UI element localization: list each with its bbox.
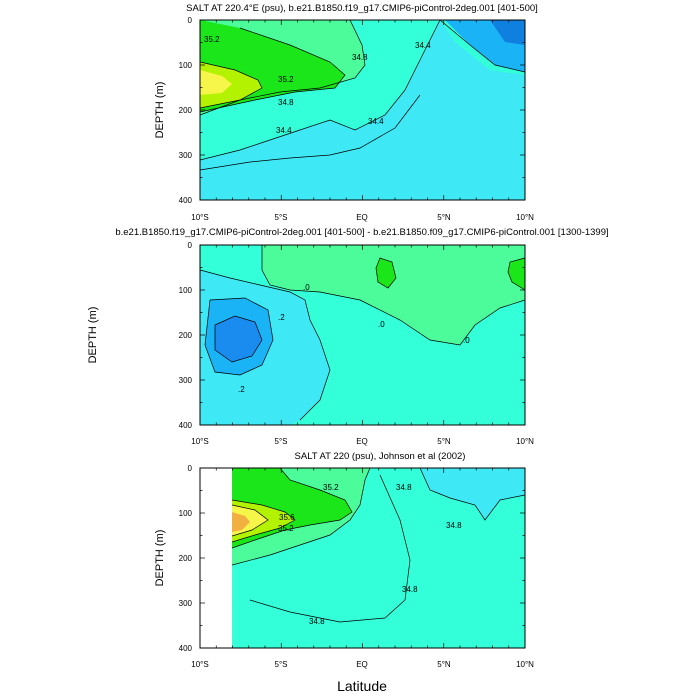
y-tick-label: 0 [188,464,193,473]
y-tick-label: 400 [179,644,193,653]
x-tick-label: 10°S [191,660,208,669]
x-axis-label: Latitude [337,678,387,694]
y-tick-label: 400 [179,196,193,205]
contour-label: 34.8 [402,585,418,594]
panel-2: b.e21.B1850.f19_g17.CMIP6-piControl-2deg… [87,227,609,446]
panel-3-contour-labels: 35.2 34.8 35.6 35.2 34.8 34.8 34.8 [278,483,462,626]
x-tick-label: 10°N [516,660,534,669]
x-tick-label: 10°S [191,437,208,446]
panel-3-title: SALT AT 220 (psu), Johnson et al (2002) [295,451,466,462]
contour-label: 35.2 [278,75,294,84]
contour-label: .0 [303,283,310,292]
contour-region-36-0 [200,70,232,95]
x-tick-label: 5°S [275,213,288,222]
y-tick-label: 300 [179,151,193,160]
contour-label: .2 [278,313,285,322]
contour-label: 34.8 [352,53,368,62]
panel-1-title: SALT AT 220.4°E (psu), b.e21.B1850.f19_g… [186,3,538,14]
x-tick-label: 10°N [516,213,534,222]
x-tick-label: EQ [356,213,368,222]
y-tick-label: 200 [179,106,193,115]
x-tick-label: EQ [356,660,368,669]
x-tick-label: 5°N [437,437,451,446]
y-tick-label: 400 [179,421,193,430]
panel-2-y-ticks: 0 100 200 300 400 [179,241,193,430]
contour-lines [200,20,525,171]
contour-label: 34.4 [368,117,384,126]
y-tick-label: 100 [179,61,193,70]
x-tick-label: 5°S [275,437,288,446]
contour-lines [200,245,525,421]
contour-label: 35.2 [204,35,220,44]
panel-3-x-ticks: 10°S 5°S EQ 5°N 10°N [191,660,534,669]
panel-2-ylabel: DEPTH (m) [87,307,99,364]
y-tick-label: 300 [179,376,193,385]
contour-label: 35.2 [278,524,294,533]
panel-3-ylabel: DEPTH (m) [154,530,166,587]
panel-1-contour-field [200,20,525,200]
contour-region-35-6 [200,62,262,108]
contour-label: 35.6 [279,513,295,522]
x-tick-label: 10°S [191,213,208,222]
y-tick-label: 300 [179,599,193,608]
panel-2-x-ticks: 10°S 5°S EQ 5°N 10°N [191,437,534,446]
y-tick-label: 0 [188,16,193,25]
contour-region-34-4 [420,468,525,520]
panel-2-contour-labels: .0 .2 .0 .0 .2 [238,283,470,394]
panel-3-contour-field [232,468,525,648]
axis-tick-marks [199,19,526,649]
panel-1-y-ticks: 0 100 200 300 400 [179,16,193,205]
panel-1-contour-labels: 35.2 34.8 34.4 35.2 34.8 34.4 34.4 [204,35,431,135]
panel-2-title: b.e21.B1850.f19_g17.CMIP6-piControl-2deg… [115,227,608,238]
panel-1-x-ticks: 10°S 5°S EQ 5°N 10°N [191,213,534,222]
contour-label: .0 [463,336,470,345]
contour-label: 35.2 [323,483,339,492]
contour-label: .0 [378,320,385,329]
contour-label: 34.4 [415,41,431,50]
y-tick-label: 100 [179,286,193,295]
panel-1-ylabel: DEPTH (m) [154,82,166,139]
contour-lines [232,468,525,623]
contour-label: 34.8 [309,617,325,626]
panel-3-y-ticks: 0 100 200 300 400 [179,464,193,653]
y-tick-label: 200 [179,554,193,563]
contour-region-36-4 [232,512,250,532]
x-tick-label: 10°N [516,437,534,446]
contour-label: 34.8 [278,98,294,107]
contour-region-pos [262,245,525,345]
y-tick-label: 0 [188,241,193,250]
y-tick-label: 100 [179,509,193,518]
panel-1: SALT AT 220.4°E (psu), b.e21.B1850.f19_g… [154,3,538,222]
x-tick-label: 5°S [275,660,288,669]
contour-label: 34.4 [276,126,292,135]
panel-3: SALT AT 220 (psu), Johnson et al (2002) … [154,451,534,694]
x-tick-label: 5°N [437,213,451,222]
contour-label: .2 [238,385,245,394]
contour-region-pos-2 [376,258,396,288]
contour-label: 34.8 [396,483,412,492]
x-tick-label: 5°N [437,660,451,669]
contour-label: 34.8 [446,521,462,530]
contour-region-neg-3 [215,316,262,362]
panel-2-contour-field [200,245,525,425]
contour-region-low-2 [490,20,525,45]
y-tick-label: 200 [179,331,193,340]
x-tick-label: EQ [356,437,368,446]
